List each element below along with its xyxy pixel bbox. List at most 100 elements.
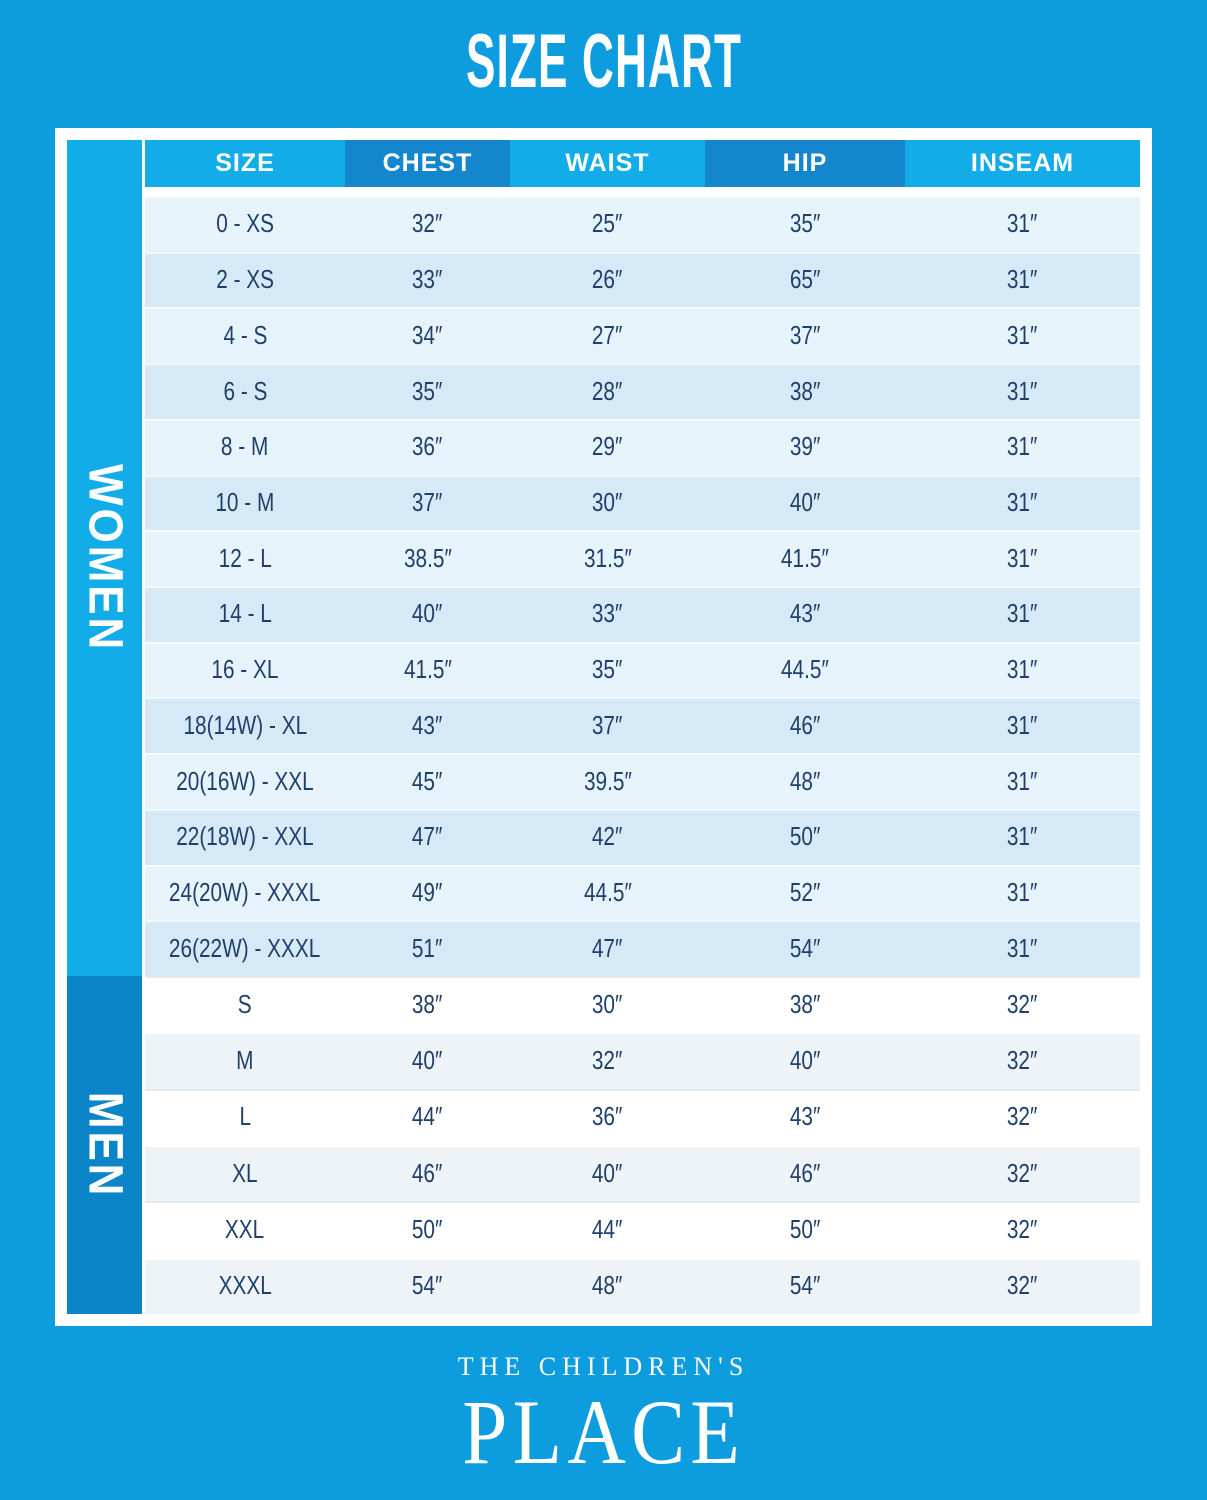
- cell-text: 39.5″: [583, 765, 632, 796]
- table-header-row: SIZE CHEST WAIST HIP INSEAM: [145, 140, 1140, 187]
- cell-text: 50″: [789, 821, 821, 852]
- cell-text: 32″: [1007, 988, 1038, 1019]
- brand-name-bottom: PLACE: [0, 1386, 1207, 1478]
- size-cell: 14 - L: [145, 586, 345, 642]
- measurement-cell: 31″: [905, 419, 1140, 475]
- cell-text: 46″: [412, 1157, 443, 1188]
- cell-text: 10 - M: [215, 486, 275, 517]
- cell-text: 47″: [592, 932, 623, 963]
- cell-text: 16 - XL: [211, 654, 279, 685]
- cell-text: 32″: [1007, 1213, 1038, 1244]
- measurement-cell: 33″: [510, 586, 705, 642]
- column-header-waist: WAIST: [565, 149, 650, 177]
- cell-text: 37″: [592, 709, 623, 740]
- measurement-cell: 65″: [705, 252, 905, 308]
- table-row: M 40″ 32″ 40″ 32″: [145, 1032, 1140, 1089]
- size-table: SIZE CHEST WAIST HIP INSEAM 0 - XS 32″ 25″…: [145, 140, 1140, 1314]
- measurement-cell: 41.5″: [705, 530, 905, 586]
- women-section-band: WOMEN: [67, 140, 142, 976]
- measurement-cell: 31″: [905, 530, 1140, 586]
- men-rows: S 38″ 30″ 38″ 32″ M 40″ 32″ 40″ 32″ L 44″ 36″ 43″ 32″ X…: [145, 976, 1140, 1314]
- measurement-cell: 31″: [905, 363, 1140, 419]
- measurement-cell: 32″: [905, 1258, 1140, 1314]
- cell-text: 40″: [789, 486, 821, 517]
- cell-text: L: [239, 1101, 251, 1132]
- cell-text: 20(16W) - XXL: [176, 765, 314, 796]
- size-cell: 6 - S: [145, 363, 345, 419]
- size-cell: 18(14W) - XL: [145, 697, 345, 753]
- measurement-cell: 52″: [705, 865, 905, 921]
- measurement-cell: 37″: [705, 307, 905, 363]
- measurement-cell: 35″: [345, 363, 510, 419]
- measurement-cell: 44″: [345, 1089, 510, 1145]
- table-row: 0 - XS 32″ 25″ 35″ 31″: [145, 196, 1140, 252]
- cell-text: 31″: [1007, 876, 1038, 907]
- men-section-label: MEN: [78, 1091, 131, 1199]
- table-row: 6 - S 35″ 28″ 38″ 31″: [145, 363, 1140, 419]
- cell-text: 48″: [789, 765, 821, 796]
- cell-text: 40″: [789, 1044, 821, 1075]
- table-row: 10 - M 37″ 30″ 40″ 31″: [145, 474, 1140, 531]
- measurement-cell: 43″: [705, 586, 905, 642]
- measurement-cell: 41.5″: [345, 642, 510, 698]
- cell-text: 31″: [1007, 208, 1038, 239]
- cell-text: 46″: [789, 709, 821, 740]
- table-row: 2 - XS 33″ 26″ 65″ 31″: [145, 251, 1140, 308]
- measurement-cell: 35″: [705, 196, 905, 252]
- measurement-cell: 44.5″: [510, 865, 705, 921]
- measurement-cell: 46″: [345, 1145, 510, 1201]
- measurement-cell: 32″: [510, 1032, 705, 1088]
- measurement-cell: 54″: [705, 920, 905, 976]
- cell-text: 6 - S: [223, 375, 267, 406]
- table-row: 18(14W) - XL 43″ 37″ 46″ 31″: [145, 697, 1140, 754]
- cell-text: 35″: [412, 375, 443, 406]
- measurement-cell: 32″: [905, 1032, 1140, 1088]
- cell-text: 41.5″: [403, 654, 452, 685]
- cell-text: 65″: [789, 264, 821, 295]
- cell-text: 43″: [789, 598, 821, 629]
- measurement-cell: 31″: [905, 697, 1140, 753]
- cell-text: XXL: [225, 1213, 265, 1244]
- cell-text: 25″: [592, 208, 623, 239]
- cell-text: 38″: [789, 988, 821, 1019]
- measurement-cell: 33″: [345, 252, 510, 308]
- cell-text: 31″: [1007, 709, 1038, 740]
- measurement-cell: 40″: [345, 586, 510, 642]
- measurement-cell: 31″: [905, 809, 1140, 865]
- column-header-hip: HIP: [705, 140, 905, 187]
- table-inner: WOMEN MEN SIZE CHEST WAIST HIP INSEAM 0 …: [67, 140, 1140, 1314]
- cell-text: 32″: [592, 1044, 623, 1075]
- cell-text: 52″: [789, 876, 821, 907]
- cell-text: S: [238, 988, 252, 1019]
- women-rows: 0 - XS 32″ 25″ 35″ 31″ 2 - XS 33″ 26″ 65″ 31″ 4 - …: [145, 196, 1140, 977]
- measurement-cell: 47″: [345, 809, 510, 865]
- size-cell: XL: [145, 1145, 345, 1201]
- cell-text: 31″: [1007, 654, 1038, 685]
- measurement-cell: 40″: [510, 1145, 705, 1201]
- measurement-cell: 40″: [705, 1032, 905, 1088]
- measurement-cell: 38″: [345, 976, 510, 1032]
- measurement-cell: 48″: [705, 753, 905, 809]
- measurement-cell: 30″: [510, 976, 705, 1032]
- table-row: 26(22W) - XXXL 51″ 47″ 54″ 31″: [145, 920, 1140, 977]
- cell-text: 32″: [1007, 1157, 1038, 1188]
- column-header-chest: CHEST: [345, 140, 510, 187]
- cell-text: 38″: [789, 375, 821, 406]
- section-sidebar: WOMEN MEN: [67, 140, 145, 1314]
- cell-text: 43″: [789, 1101, 821, 1132]
- cell-text: 36″: [592, 1101, 623, 1132]
- cell-text: 8 - M: [221, 431, 269, 462]
- measurement-cell: 31″: [905, 252, 1140, 308]
- cell-text: 18(14W) - XL: [183, 709, 307, 740]
- measurement-cell: 38″: [705, 976, 905, 1032]
- measurement-cell: 26″: [510, 252, 705, 308]
- size-cell: 10 - M: [145, 475, 345, 531]
- measurement-cell: 28″: [510, 363, 705, 419]
- cell-text: 31.5″: [583, 542, 632, 573]
- measurement-cell: 54″: [705, 1258, 905, 1314]
- cell-text: 31″: [1007, 542, 1038, 573]
- cell-text: 31″: [1007, 264, 1038, 295]
- measurement-cell: 29″: [510, 419, 705, 475]
- table-row: 4 - S 34″ 27″ 37″ 31″: [145, 307, 1140, 364]
- table-row: 8 - M 36″ 29″ 39″ 31″: [145, 418, 1140, 475]
